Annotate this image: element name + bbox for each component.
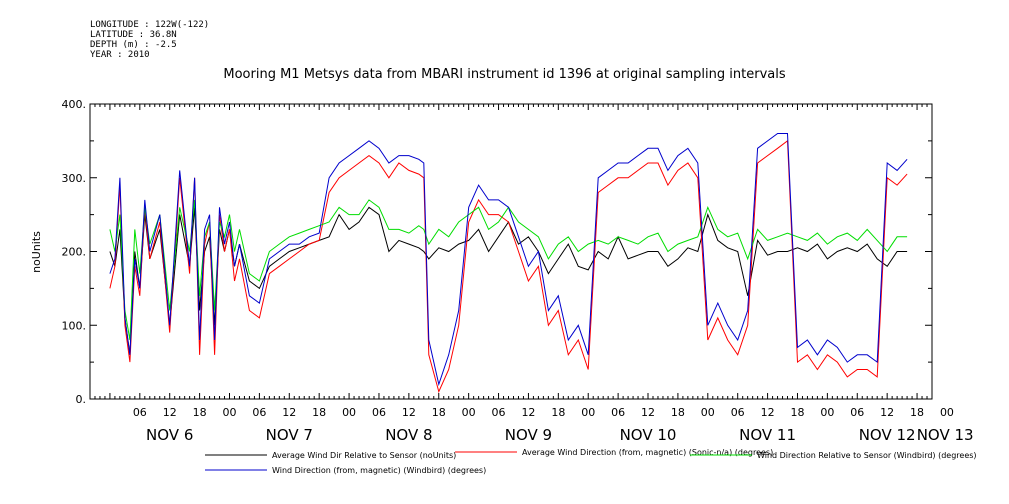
x-tick-label: 06	[133, 406, 147, 419]
x-tick-label: 00	[223, 406, 237, 419]
x-tick-label: 18	[551, 406, 565, 419]
x-date-label: NOV 7	[266, 426, 313, 444]
plot-frame	[89, 103, 933, 400]
y-tick-label: 300.	[62, 172, 87, 185]
x-tick-label: 00	[940, 406, 954, 419]
latitude-text: LATITUDE : 36.8N	[90, 30, 177, 40]
x-tick-label: 12	[402, 406, 416, 419]
longitude-text: LONGITUDE : 122W(-122)	[90, 20, 210, 30]
x-tick-label: 00	[581, 406, 595, 419]
x-tick-label: 12	[282, 406, 296, 419]
series-line-4	[109, 133, 908, 387]
legend-label-3: Wind Direction Relative to Sensor (Windb…	[757, 451, 977, 460]
x-tick-label: 12	[880, 406, 894, 419]
legend-label-4: Wind Direction (from, magnetic) (Windbir…	[272, 466, 486, 475]
x-tick-label: 12	[163, 406, 177, 419]
x-tick-label: 12	[761, 406, 775, 419]
legend-label-2: Average Wind Direction (from, magnetic) …	[522, 448, 773, 457]
series-layer	[109, 133, 908, 394]
x-tick-label: 06	[492, 406, 506, 419]
x-date-label: NOV 9	[505, 426, 552, 444]
y-tick-label: 400.	[62, 98, 87, 111]
year-text: YEAR : 2010	[90, 50, 150, 60]
legend-label-1: Average Wind Dir Relative to Sensor (noU…	[272, 451, 456, 460]
x-tick-label: 06	[372, 406, 386, 419]
metadata-block: LONGITUDE : 122W(-122) LATITUDE : 36.8N …	[90, 20, 209, 60]
y-tick-label: 0.	[76, 393, 87, 406]
x-tick-label: 06	[731, 406, 745, 419]
x-tick-label: 18	[312, 406, 326, 419]
x-tick-label: 18	[910, 406, 924, 419]
x-tick-label: 00	[701, 406, 715, 419]
x-date-label: NOV 10	[620, 426, 677, 444]
x-date-label: NOV 11	[739, 426, 796, 444]
x-tick-label: 06	[850, 406, 864, 419]
x-tick-label: 06	[252, 406, 266, 419]
x-tick-label: 00	[820, 406, 834, 419]
x-tick-label: 18	[790, 406, 804, 419]
series-line-2	[109, 139, 908, 394]
x-tick-label: 00	[462, 406, 476, 419]
depth-text: DEPTH (m) : -2.5	[90, 40, 177, 50]
legend: Average Wind Dir Relative to Sensor (noU…	[205, 448, 977, 475]
y-tick-label: 100.	[62, 319, 87, 332]
axes-layer: 0. 100. 200. 300. 400. 06 12 18 00 06 12 18 00 06 12 18…	[62, 98, 974, 444]
x-tick-label: 06	[611, 406, 625, 419]
x-date-label: NOV 13	[917, 426, 974, 444]
x-tick-label: 12	[521, 406, 535, 419]
x-date-label: NOV 12	[859, 426, 916, 444]
x-tick-label: 12	[641, 406, 655, 419]
y-tick-label: 200.	[62, 246, 87, 259]
series-line-3	[109, 199, 908, 341]
y-axis-label: noUnits	[30, 231, 43, 273]
x-tick-label: 18	[193, 406, 207, 419]
x-date-label: NOV 8	[385, 426, 432, 444]
x-tick-label: 00	[342, 406, 356, 419]
chart-title: Mooring M1 Metsys data from MBARI instru…	[223, 67, 786, 82]
x-tick-label: 18	[432, 406, 446, 419]
x-tick-label: 18	[671, 406, 685, 419]
x-date-label: NOV 6	[146, 426, 193, 444]
